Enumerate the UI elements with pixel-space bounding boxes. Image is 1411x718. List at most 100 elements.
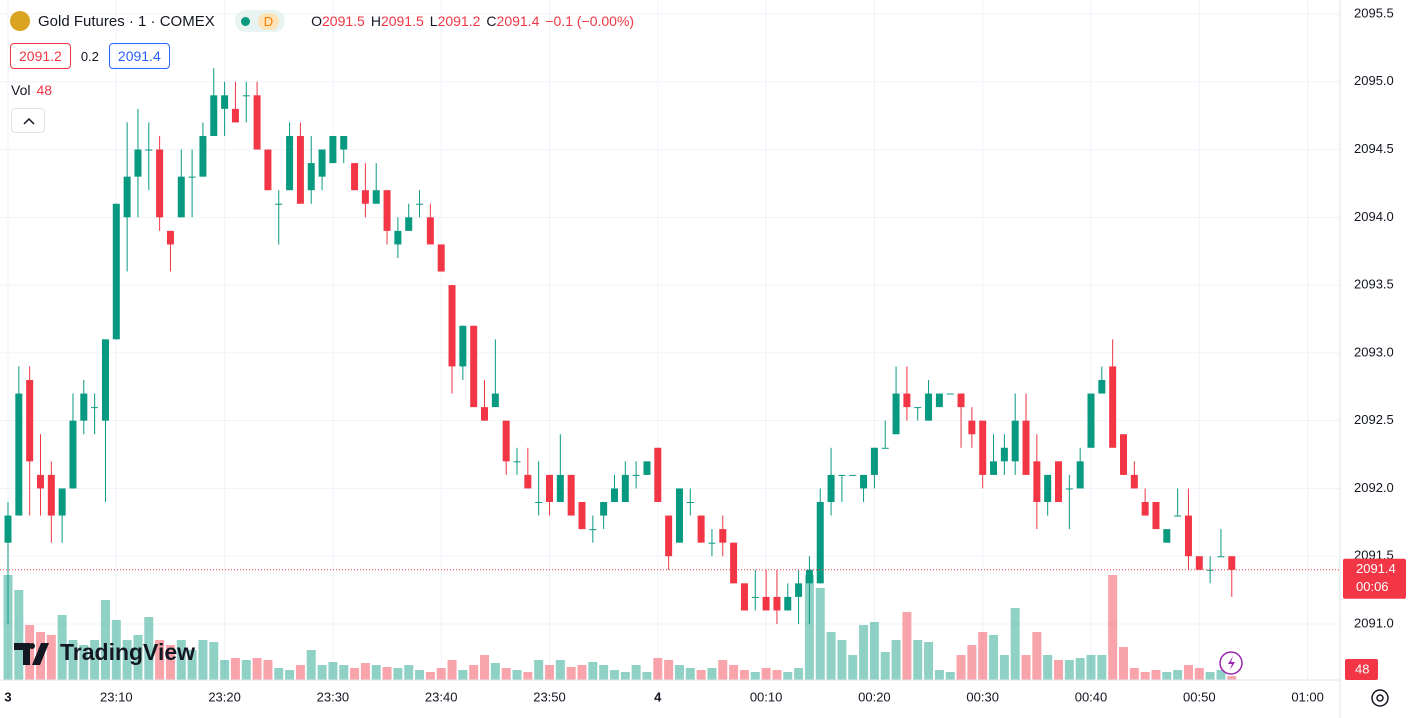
volume-bar	[263, 660, 273, 680]
grid	[0, 0, 1340, 680]
settings-icon[interactable]	[1371, 689, 1389, 707]
volume-bar	[826, 632, 836, 680]
volume-bar	[588, 662, 598, 680]
candle-body	[795, 583, 803, 597]
candle-body	[665, 515, 673, 557]
candle-body	[1130, 474, 1138, 489]
settings-gear[interactable]	[1371, 689, 1389, 707]
candle-body	[621, 474, 629, 503]
volume-legend: Vol 48	[11, 82, 52, 98]
candle-body	[730, 542, 738, 584]
candle-body	[600, 502, 608, 516]
volume-bar	[566, 667, 576, 680]
candle-body	[632, 474, 640, 476]
collapse-button[interactable]	[11, 108, 45, 133]
volume-bar	[859, 625, 869, 680]
volume-bar	[1064, 660, 1074, 680]
volume-bar	[837, 640, 847, 680]
x-tick-label: 00:40	[1075, 689, 1108, 704]
y-tick-label: 2094.0	[1354, 209, 1394, 224]
header: Gold Futures · 1 · COMEX D O 2091.5 H 2091…	[10, 10, 634, 32]
volume-bar	[1194, 668, 1204, 680]
volume-bar	[133, 635, 143, 680]
alert-bolt	[1228, 656, 1235, 670]
bid-button[interactable]: 2091.2	[10, 43, 71, 69]
status-pill[interactable]: D	[234, 10, 286, 32]
candle-body	[221, 95, 229, 109]
volume-bar	[664, 660, 674, 680]
volume-bar	[631, 665, 641, 680]
volume-bar	[3, 575, 13, 680]
volume-bar	[577, 665, 587, 680]
candle-body	[1184, 515, 1192, 557]
candle-body	[990, 461, 998, 475]
candle-body	[502, 420, 510, 462]
candle-body	[567, 474, 575, 516]
candle-body	[199, 135, 207, 177]
volume-bar	[978, 632, 988, 680]
candle-body	[394, 230, 402, 245]
volume-bar	[1054, 660, 1064, 680]
volume-bar	[902, 612, 912, 680]
last-price-label: 2091.4	[1356, 561, 1396, 576]
candle-body	[1195, 556, 1203, 570]
candle-body	[1163, 529, 1171, 543]
candle-body	[1206, 569, 1214, 571]
candle-body	[849, 474, 857, 476]
candle-body	[881, 447, 889, 449]
alert-icon[interactable]	[1219, 651, 1243, 675]
candle-body	[416, 203, 424, 205]
candle-body	[903, 393, 911, 408]
volume-bar	[480, 655, 490, 680]
volume-bar	[880, 652, 890, 680]
volume-bar	[804, 575, 814, 680]
candle-body	[166, 230, 174, 245]
x-tick-label: 23:30	[317, 689, 350, 704]
volume-bar	[1173, 670, 1183, 680]
ask-button[interactable]: 2091.4	[108, 43, 170, 69]
candle-body	[556, 474, 564, 503]
candle-body	[751, 596, 759, 598]
candle-body	[329, 135, 337, 164]
ohlc-value: 2091.5	[322, 13, 365, 29]
candle-body	[481, 407, 489, 421]
candle-body	[546, 474, 553, 503]
candle-body	[361, 190, 369, 204]
candle-body	[426, 217, 434, 245]
candle-body	[784, 596, 792, 611]
x-tick-label: 23:20	[208, 689, 241, 704]
volume-bar	[794, 668, 804, 680]
volume-bar	[317, 665, 327, 680]
volume-bar	[729, 665, 739, 680]
volume-bar	[490, 663, 500, 680]
volume-bar	[913, 640, 923, 680]
volume-bar	[100, 600, 110, 680]
volume-bar	[609, 670, 619, 680]
volume-bar	[176, 640, 186, 680]
volume-bar	[1021, 655, 1031, 680]
candle-body	[816, 502, 824, 584]
volume-bar	[1183, 665, 1193, 680]
volume-bar	[967, 645, 977, 680]
ohlc-label: H	[370, 13, 381, 29]
axes: 2091.0 2091.5 2092.0 2092.5 2093.0 2093.5 2094…	[4, 5, 1406, 704]
volume-tag	[1345, 659, 1378, 680]
candle-body	[697, 515, 705, 543]
symbol-title[interactable]: Gold Futures · 1 · COMEX	[38, 12, 215, 30]
candle-body	[578, 502, 586, 530]
candle-body	[838, 474, 846, 476]
volume-bar	[1086, 655, 1096, 680]
candle-body	[914, 407, 922, 409]
volume-bar	[1043, 655, 1053, 680]
symbol-icon	[10, 11, 30, 31]
candle-body	[112, 203, 120, 340]
volume-bar	[415, 670, 425, 680]
candle-body	[1228, 556, 1236, 570]
volume-tag-label: 48	[1355, 661, 1369, 676]
y-tick-label: 2094.5	[1354, 141, 1394, 156]
volume-bar	[111, 620, 121, 680]
ohlc-value: 2091.5	[380, 13, 424, 29]
volume-bar	[512, 670, 522, 680]
settings-hub	[1376, 694, 1384, 702]
